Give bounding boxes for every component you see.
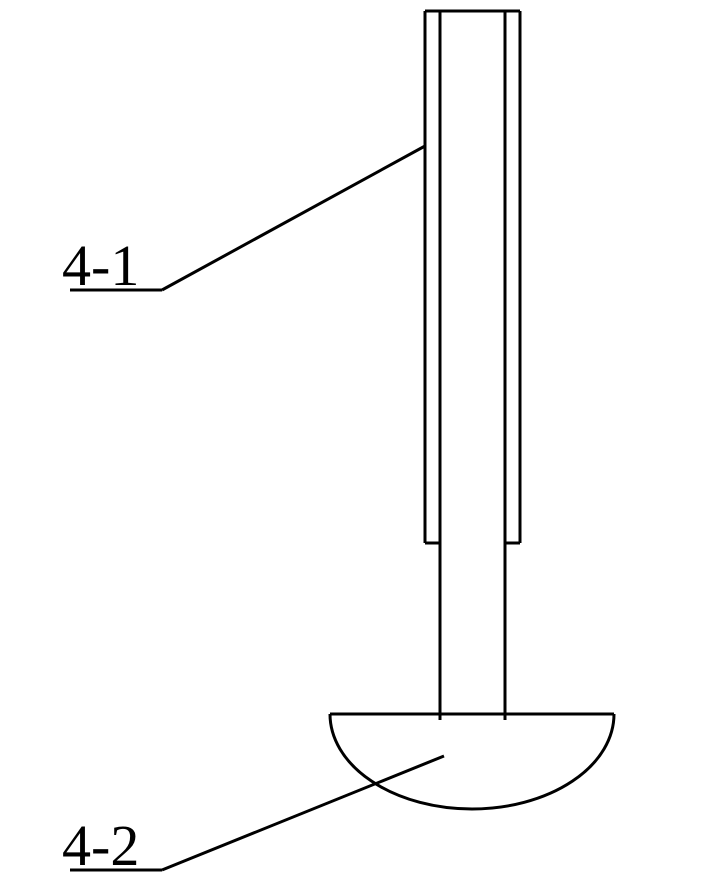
leader-2 [162, 756, 444, 870]
technical-figure [0, 0, 707, 895]
leader-1 [162, 146, 425, 290]
callout-label-4-1: 4-1 [62, 232, 139, 299]
callout-label-4-2: 4-2 [62, 812, 139, 879]
bowl-arc [330, 714, 614, 809]
